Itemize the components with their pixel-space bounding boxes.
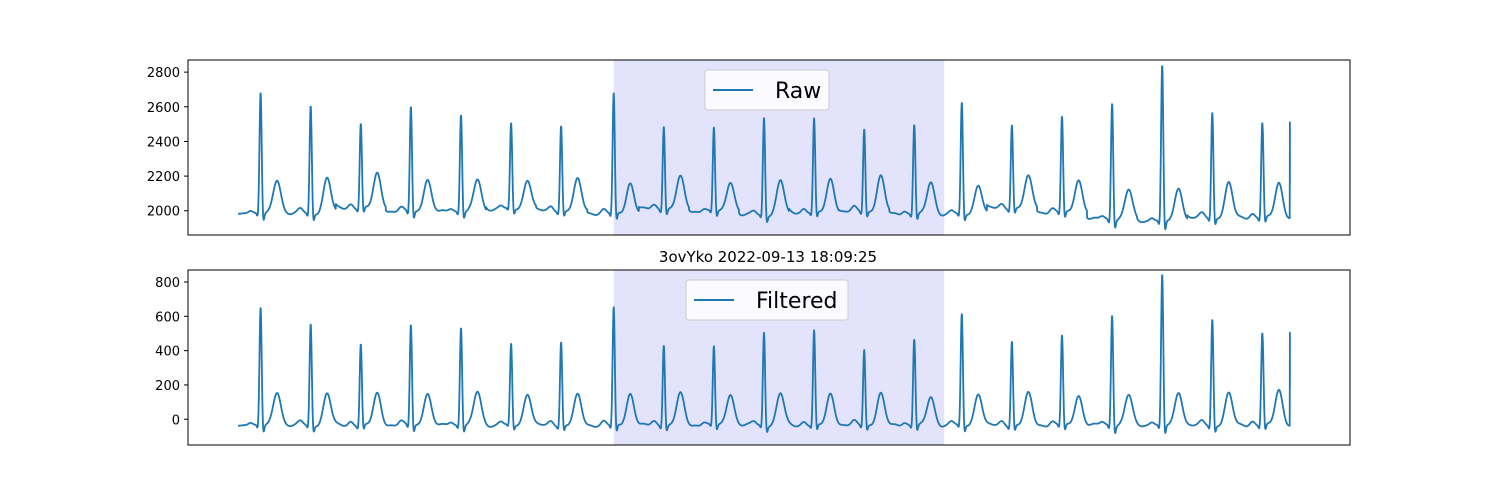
legend-label-raw: Raw: [775, 79, 821, 104]
y-tick-label: 600: [155, 310, 180, 325]
legend: Filtered: [685, 279, 849, 321]
y-tick-label: 400: [155, 345, 180, 360]
legend-box: [685, 279, 849, 321]
chart-title: 3ovYko 2022-09-13 18:09:25: [659, 248, 877, 266]
y-tick-label: 2600: [147, 101, 180, 116]
y-tick-label: 2000: [147, 205, 180, 220]
y-tick-label: 0: [172, 413, 180, 428]
plot-area: [237, 65, 1291, 231]
axes-frame: [187, 269, 1351, 446]
axes-frame: [187, 59, 1351, 236]
filtered-panel: 0 200 400 600 800 Filtered: [155, 269, 1351, 446]
raw-panel: 2000 2200 2400 2600 2800 Raw: [147, 59, 1351, 236]
y-tick-label: 2400: [147, 135, 180, 150]
plot-area: [237, 274, 1291, 434]
series-line-filtered: [237, 274, 1291, 434]
legend: Raw: [704, 69, 830, 111]
y-tick-label: 2200: [147, 170, 180, 185]
y-axis: 2000 2200 2400 2600 2800: [147, 66, 188, 220]
series-line-raw: [237, 65, 1291, 231]
y-tick-label: 800: [155, 276, 180, 291]
y-tick-label: 200: [155, 379, 180, 394]
legend-label-filtered: Filtered: [756, 289, 838, 314]
legend-box: [704, 69, 830, 111]
y-axis: 0 200 400 600 800: [155, 276, 188, 428]
y-tick-label: 2800: [147, 66, 180, 81]
